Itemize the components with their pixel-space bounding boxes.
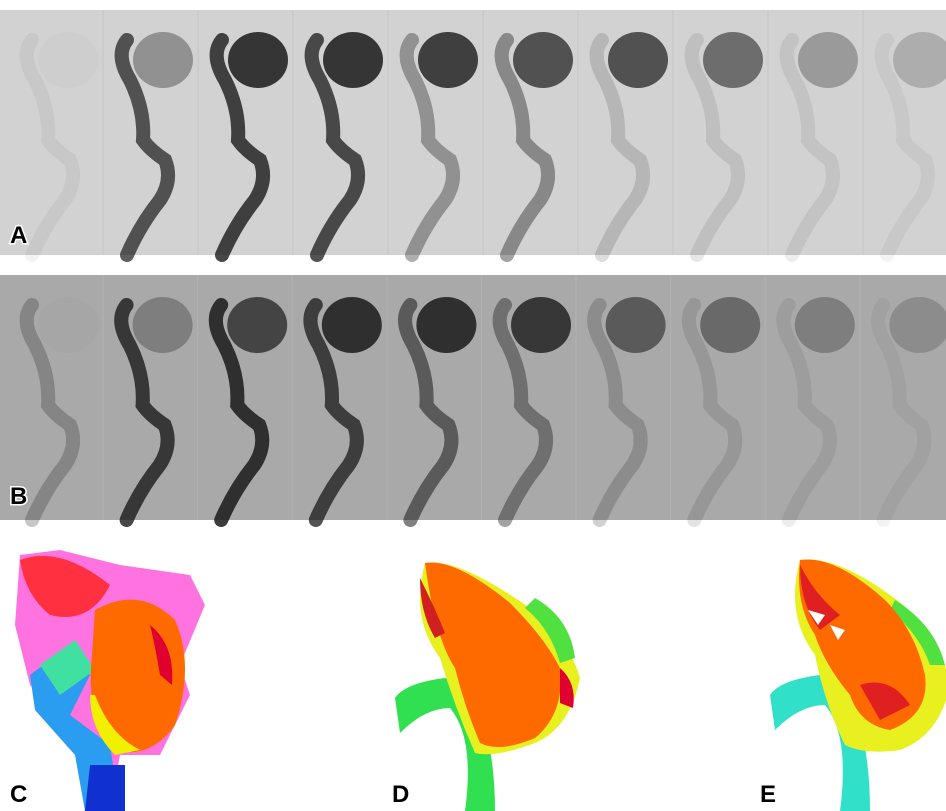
- panel-label: E: [760, 781, 776, 808]
- aneurysm: [133, 32, 193, 88]
- panel-d-map: [395, 562, 580, 811]
- aneurysm: [608, 32, 668, 88]
- aneurysm: [228, 32, 288, 88]
- aneurysm: [511, 297, 571, 353]
- aneurysm: [323, 32, 383, 88]
- figure: A B C D E: [0, 0, 946, 811]
- panel-label: C: [10, 781, 27, 808]
- panel-e-map: [770, 559, 946, 811]
- panel-label: B: [10, 483, 27, 510]
- aneurysm: [795, 297, 855, 353]
- panel-label: D: [392, 781, 409, 808]
- aneurysm: [133, 297, 193, 353]
- aneurysm: [418, 32, 478, 88]
- aneurysm: [513, 32, 573, 88]
- aneurysm: [606, 297, 666, 353]
- panel-label: A: [10, 222, 27, 249]
- aneurysm: [38, 297, 98, 353]
- aneurysm: [700, 297, 760, 353]
- aneurysm: [322, 297, 382, 353]
- aneurysm: [416, 297, 476, 353]
- aneurysm: [703, 32, 763, 88]
- aneurysm: [227, 297, 287, 353]
- aneurysm: [38, 32, 98, 88]
- panel-c-map: [15, 550, 205, 811]
- aneurysm: [798, 32, 858, 88]
